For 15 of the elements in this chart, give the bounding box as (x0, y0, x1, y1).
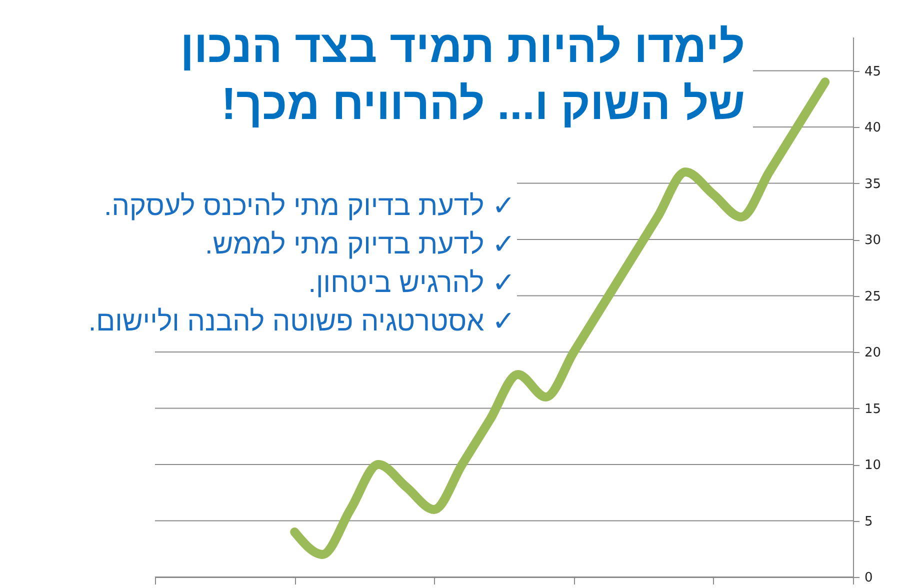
annotation: ✓ לדעת בדיוק מתי לממש. (205, 228, 515, 260)
y-tick-label: 15 (864, 402, 882, 417)
y-tick-label: 40 (864, 120, 882, 136)
y-tick-label: 0 (864, 570, 873, 586)
y-tick-label: 30 (864, 233, 882, 248)
annotation: ✓ לדעת בדיוק מתי להיכנס לעסקה. (104, 190, 515, 221)
y-tick-label: 35 (864, 176, 882, 192)
y-tick-label: 45 (864, 64, 882, 80)
y-tick-label: 25 (864, 289, 882, 304)
y-tick-label: 20 (864, 346, 882, 360)
chart-title: לימדו להיות תמיד בצד הנכון של השוק ו... להרוויח מכך! (180, 21, 745, 129)
annotation: ✓ אסטרטגיה פשוטה להבנה וליישום. (88, 306, 515, 336)
annotation: ✓ להרגיש ביטחון. (308, 267, 515, 298)
y-tick-label: 10 (864, 458, 882, 473)
y-tick-label: 5 (864, 514, 873, 530)
